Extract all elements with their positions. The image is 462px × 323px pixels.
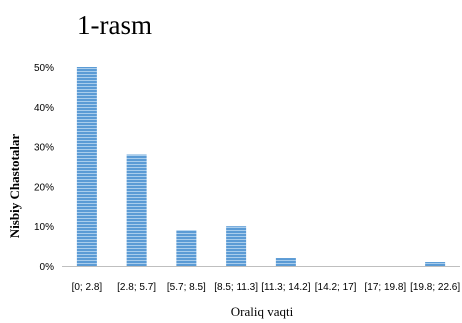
x-tick-label: [2.8; 5.7]: [117, 282, 156, 293]
y-axis-title: Nisbiy Chastotalar: [7, 134, 22, 239]
x-tick-label: [8.5; 11.3]: [214, 282, 258, 293]
bar: [425, 262, 446, 266]
x-axis-ticks: [0; 2.8] [2.8; 5.7] [5.7; 8.5] [8.5; 11.3][…: [72, 282, 461, 293]
x-tick-label: [5.7; 8.5]: [167, 282, 206, 293]
bar: [76, 67, 97, 266]
y-tick-label: 0%: [40, 262, 55, 273]
bars: [76, 67, 446, 266]
y-axis-ticks: 0% 10% 20% 30% 40% 50%: [34, 63, 54, 273]
x-axis-title: Oraliq vaqti: [231, 304, 294, 319]
bar: [126, 154, 147, 266]
y-tick-label: 40%: [34, 103, 54, 114]
x-tick-label: [17; 19.8]: [365, 282, 407, 293]
bar: [176, 230, 197, 266]
y-tick-label: 10%: [34, 222, 54, 233]
bar: [226, 226, 247, 266]
x-tick-label: [11.3; 14.2]: [261, 282, 311, 293]
y-tick-label: 20%: [34, 182, 54, 193]
x-tick-label: [0; 2.8]: [72, 282, 103, 293]
x-tick-label: [14.2; 17]: [315, 282, 357, 293]
y-tick-label: 50%: [34, 63, 54, 74]
x-tick-label: [19.8; 22.6]: [410, 282, 460, 293]
bar: [275, 258, 296, 266]
figure-label: 1-rasm: [77, 10, 152, 40]
y-tick-label: 30%: [34, 143, 54, 154]
